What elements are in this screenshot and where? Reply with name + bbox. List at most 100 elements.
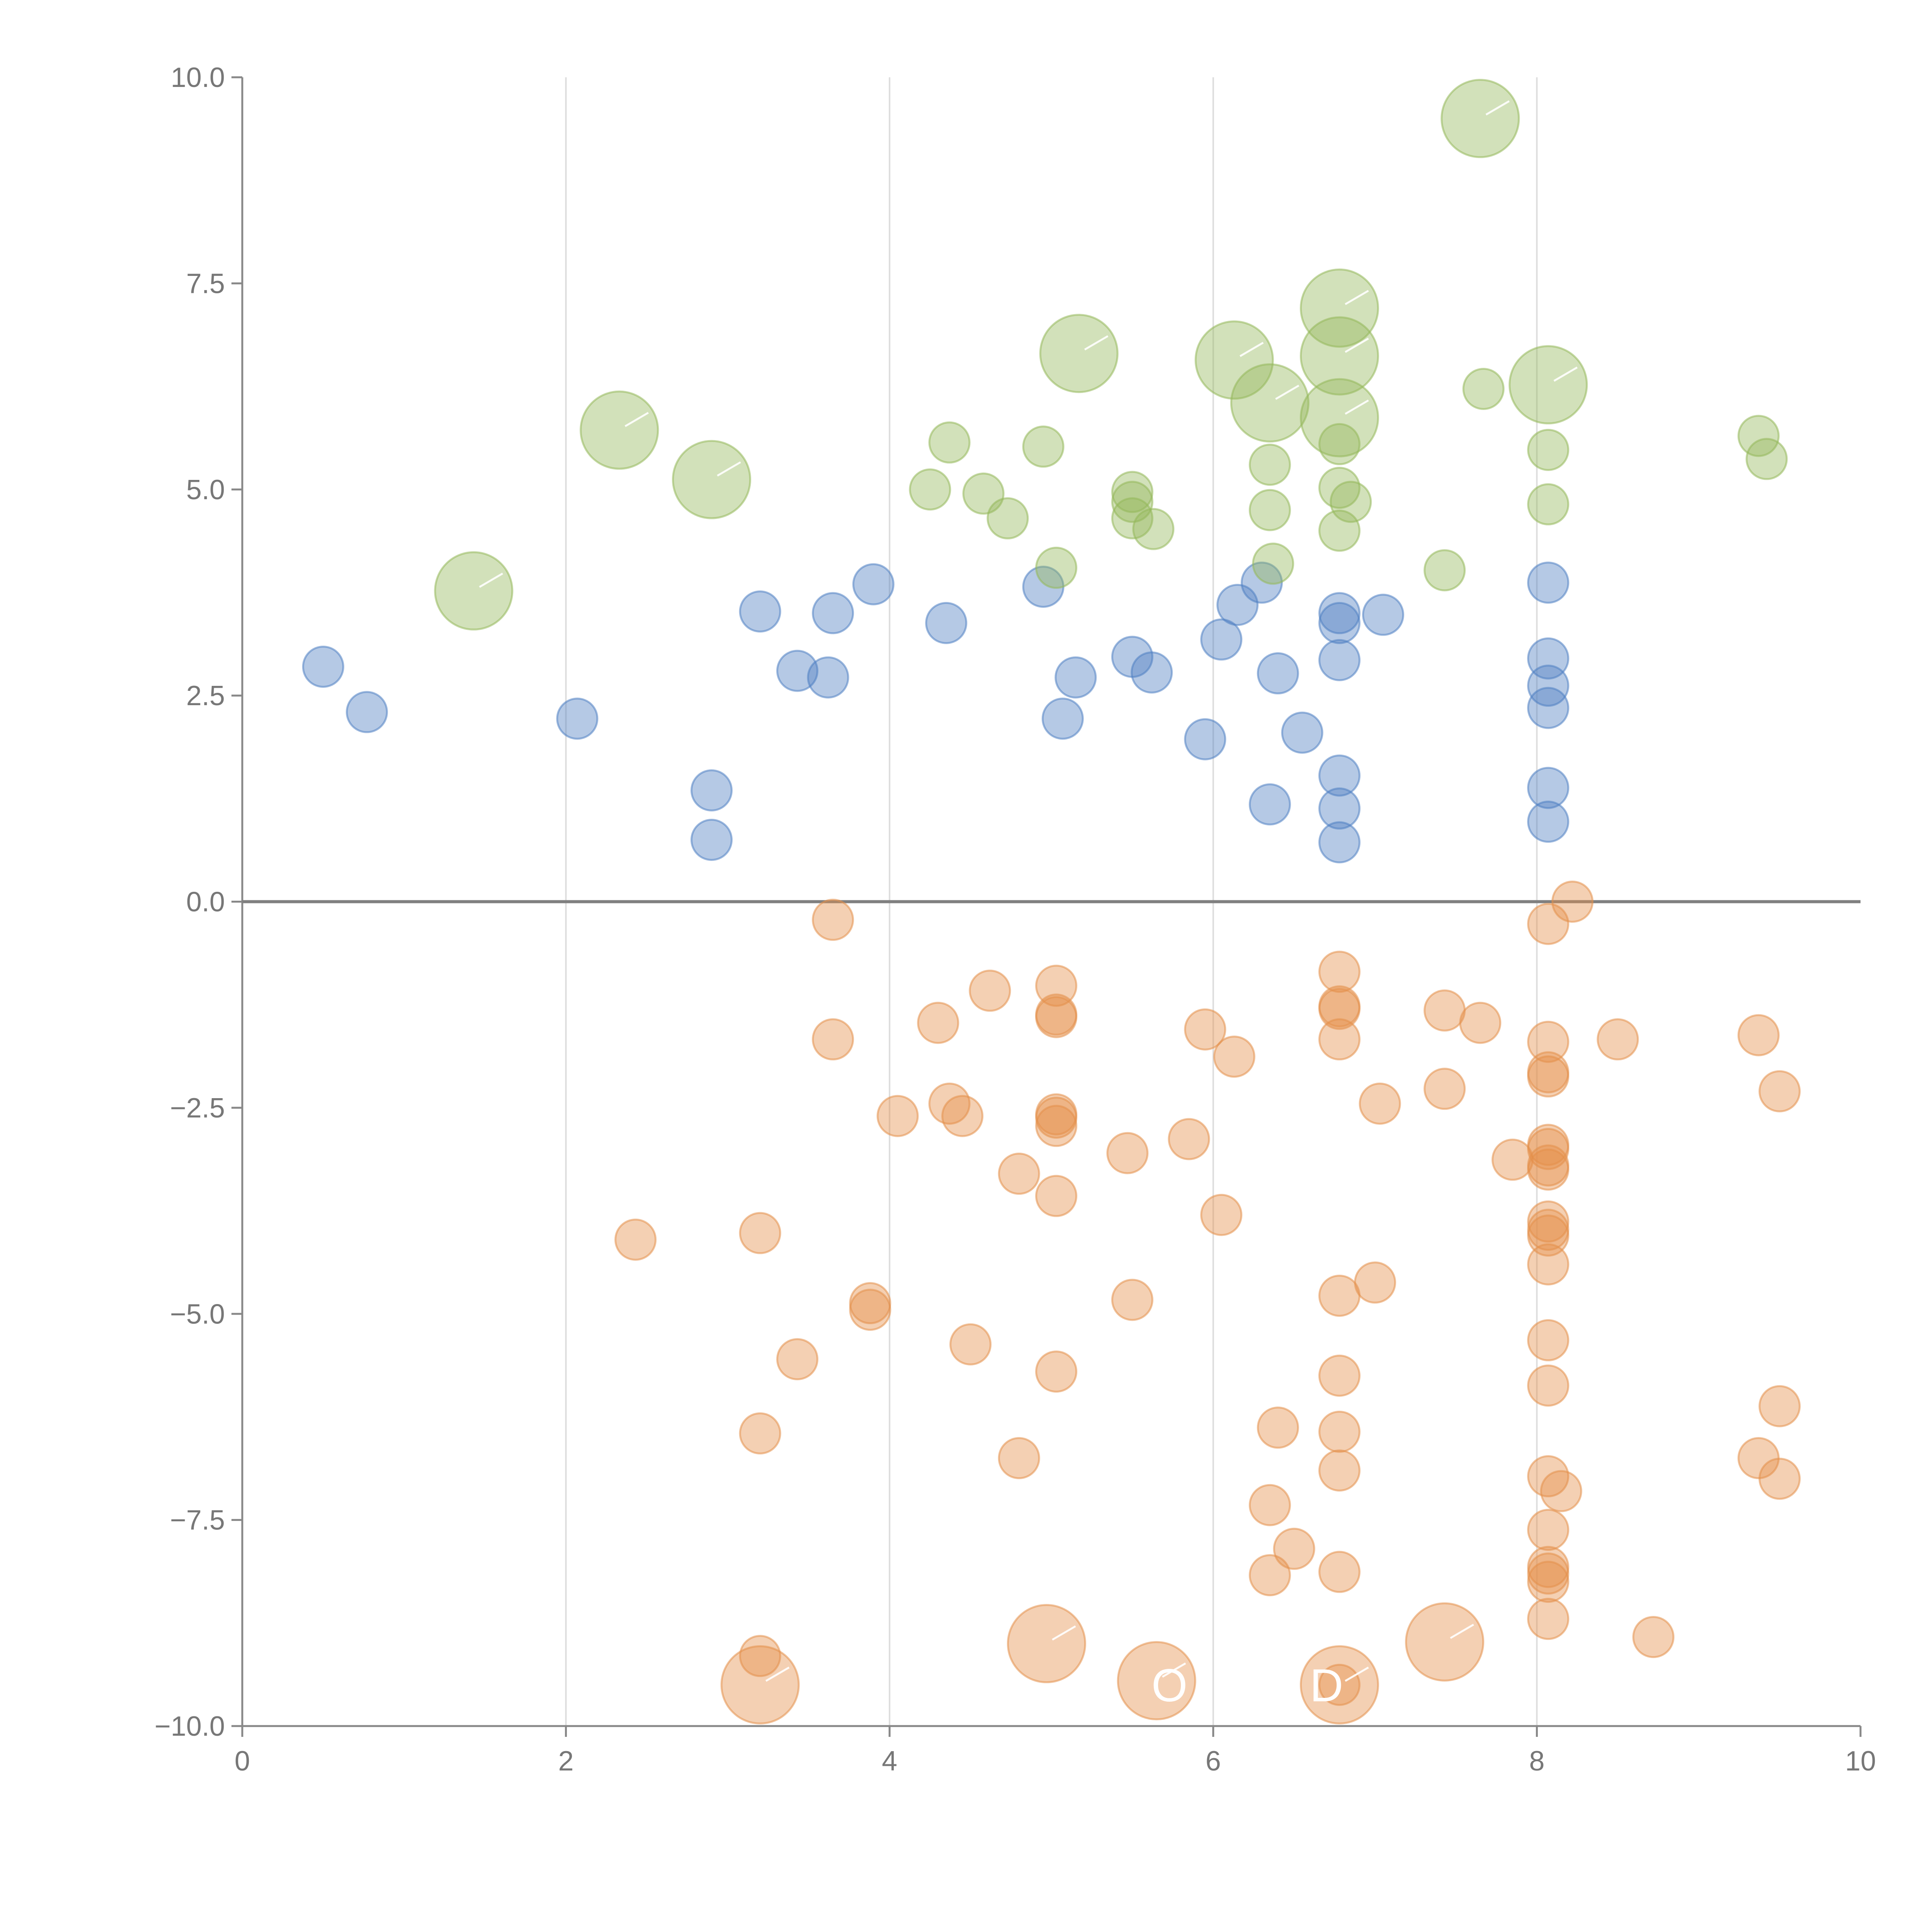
data-point bbox=[1527, 561, 1570, 604]
data-point bbox=[1527, 1148, 1570, 1191]
data-point bbox=[1168, 1118, 1210, 1160]
callout-line bbox=[1345, 399, 1369, 415]
data-point bbox=[1318, 1274, 1361, 1317]
data-point bbox=[1527, 1598, 1570, 1640]
x-tick-label: 4 bbox=[882, 1746, 897, 1777]
data-point bbox=[690, 769, 733, 811]
data-point bbox=[928, 1082, 971, 1125]
data-point bbox=[434, 551, 514, 631]
callout-line bbox=[1345, 290, 1369, 305]
data-point bbox=[928, 421, 971, 464]
data-point bbox=[739, 590, 781, 633]
data-point bbox=[1318, 1551, 1361, 1593]
callout-line bbox=[624, 412, 649, 427]
data-point bbox=[1318, 1018, 1361, 1061]
data-point bbox=[1200, 618, 1243, 661]
x-tick-label: 10 bbox=[1845, 1746, 1876, 1777]
data-point bbox=[1492, 1138, 1534, 1181]
data-point bbox=[1318, 754, 1361, 797]
data-point bbox=[739, 1635, 781, 1677]
callout-line bbox=[1052, 1625, 1076, 1641]
data-point bbox=[1117, 1641, 1196, 1721]
data-point bbox=[1318, 1410, 1361, 1453]
x-tick-label: 6 bbox=[1206, 1746, 1221, 1777]
data-point bbox=[1362, 594, 1405, 636]
callout-line bbox=[1239, 342, 1264, 357]
callout-line bbox=[479, 573, 503, 588]
data-point bbox=[1527, 429, 1570, 471]
data-point bbox=[1035, 996, 1078, 1038]
data-point bbox=[1248, 444, 1291, 486]
data-point bbox=[1737, 1014, 1780, 1056]
x-tick-label: 0 bbox=[235, 1746, 250, 1777]
y-tick-label: −5.0 bbox=[170, 1299, 225, 1330]
data-point bbox=[1509, 345, 1588, 425]
y-tick-label: 0.0 bbox=[186, 887, 225, 918]
data-point bbox=[1527, 1561, 1570, 1603]
data-point bbox=[1632, 1616, 1675, 1658]
data-point bbox=[1318, 639, 1361, 681]
data-point bbox=[1405, 1602, 1485, 1682]
data-point bbox=[812, 898, 854, 941]
data-point bbox=[1106, 1132, 1149, 1174]
data-point bbox=[1527, 903, 1570, 945]
data-point bbox=[1007, 1604, 1086, 1684]
data-point bbox=[1281, 711, 1323, 754]
axes: 10.0 7.5 5.0 2.5 0.0 −2.5 −5.0 −7.5 −10.0 0 2 4 6 8 10 bbox=[155, 62, 1876, 1777]
y-tick-label: −10.0 bbox=[155, 1711, 225, 1742]
data-point bbox=[852, 563, 895, 605]
callout-line bbox=[717, 461, 741, 477]
data-point bbox=[1330, 481, 1372, 523]
data-point bbox=[1299, 316, 1379, 396]
callout-line bbox=[1084, 335, 1109, 350]
data-point bbox=[1299, 378, 1379, 457]
data-point bbox=[1527, 1020, 1570, 1063]
data-point bbox=[1022, 425, 1065, 468]
data-point bbox=[1423, 989, 1466, 1032]
data-point bbox=[812, 1018, 854, 1061]
data-point bbox=[1054, 656, 1097, 699]
data-point bbox=[1759, 1458, 1801, 1500]
data-point bbox=[1184, 718, 1226, 760]
data-point bbox=[1318, 1354, 1361, 1397]
callout-line bbox=[1450, 1624, 1474, 1639]
data-point bbox=[1299, 1645, 1379, 1725]
data-point bbox=[1035, 1350, 1078, 1393]
data-point bbox=[302, 645, 344, 688]
data-point bbox=[1745, 438, 1788, 480]
data-point bbox=[949, 1323, 992, 1366]
data-point bbox=[1318, 466, 1361, 509]
data-point bbox=[1527, 1055, 1570, 1098]
data-point bbox=[1111, 497, 1153, 539]
data-point bbox=[1252, 543, 1294, 585]
data-point bbox=[1194, 320, 1274, 400]
data-point bbox=[1299, 268, 1379, 348]
callout-line bbox=[1275, 384, 1299, 400]
y-tick-label: 10.0 bbox=[171, 62, 225, 93]
data-point bbox=[849, 1289, 891, 1331]
bubble-label: O bbox=[1151, 1660, 1187, 1711]
data-point bbox=[1318, 602, 1361, 644]
data-point bbox=[1318, 951, 1361, 993]
bubble-label: D bbox=[1310, 1660, 1344, 1711]
data-point bbox=[1359, 1082, 1401, 1125]
data-point bbox=[941, 1095, 984, 1137]
data-point bbox=[986, 497, 1029, 539]
data-point bbox=[1039, 314, 1119, 393]
data-points bbox=[302, 79, 1801, 1725]
data-point bbox=[1216, 583, 1259, 626]
data-point bbox=[1551, 881, 1594, 923]
data-point bbox=[876, 1095, 919, 1137]
data-point bbox=[556, 697, 599, 740]
y-tick-label: 7.5 bbox=[186, 268, 225, 299]
callout-line bbox=[1345, 1667, 1369, 1682]
data-point bbox=[1440, 79, 1520, 158]
data-point bbox=[1184, 1008, 1226, 1051]
data-point bbox=[1035, 1096, 1078, 1139]
data-point bbox=[614, 1218, 657, 1261]
y-tick-label: 5.0 bbox=[186, 474, 225, 505]
data-point bbox=[1540, 1470, 1582, 1512]
data-point bbox=[1527, 1243, 1570, 1286]
data-point bbox=[672, 440, 752, 519]
